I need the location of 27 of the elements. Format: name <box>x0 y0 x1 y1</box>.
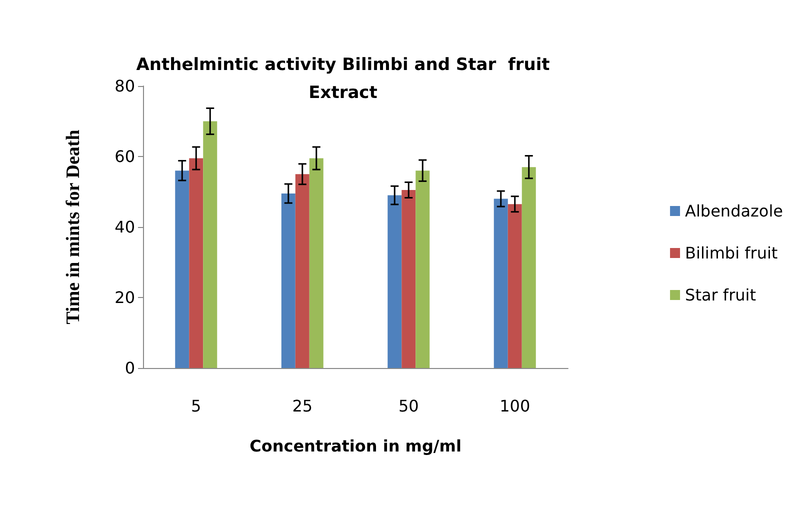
y-tick-label: 0 <box>124 358 135 378</box>
bar <box>416 170 430 368</box>
bar <box>522 167 536 368</box>
x-axis-title: Concentration in mg/ml <box>250 436 462 456</box>
bar <box>402 190 416 368</box>
chart-title: Anthelmintic activity Bilimbi and Star fruit Extract <box>136 55 550 103</box>
bar <box>494 198 508 368</box>
bar <box>309 158 324 368</box>
legend-label: Albendazole <box>685 202 783 220</box>
x-tick-label: 5 <box>191 396 202 416</box>
bar <box>388 195 402 368</box>
y-tick-label: 60 <box>114 147 135 166</box>
x-tick-label: 100 <box>500 396 530 416</box>
x-tick-label: 50 <box>398 396 419 416</box>
legend-label: Bilimbi fruit <box>685 244 778 262</box>
legend-label: Star fruit <box>685 286 756 304</box>
bar <box>175 170 190 368</box>
y-tick-label: 20 <box>114 288 135 307</box>
bar <box>189 158 204 368</box>
bar <box>508 204 522 368</box>
bar <box>295 174 310 368</box>
y-axis-title: Time in mints for Death <box>63 129 84 324</box>
x-tick-label: 25 <box>292 396 313 416</box>
bar <box>281 194 296 368</box>
y-tick-label: 40 <box>114 218 135 236</box>
bar <box>203 121 218 368</box>
y-tick-label: 80 <box>114 76 135 96</box>
